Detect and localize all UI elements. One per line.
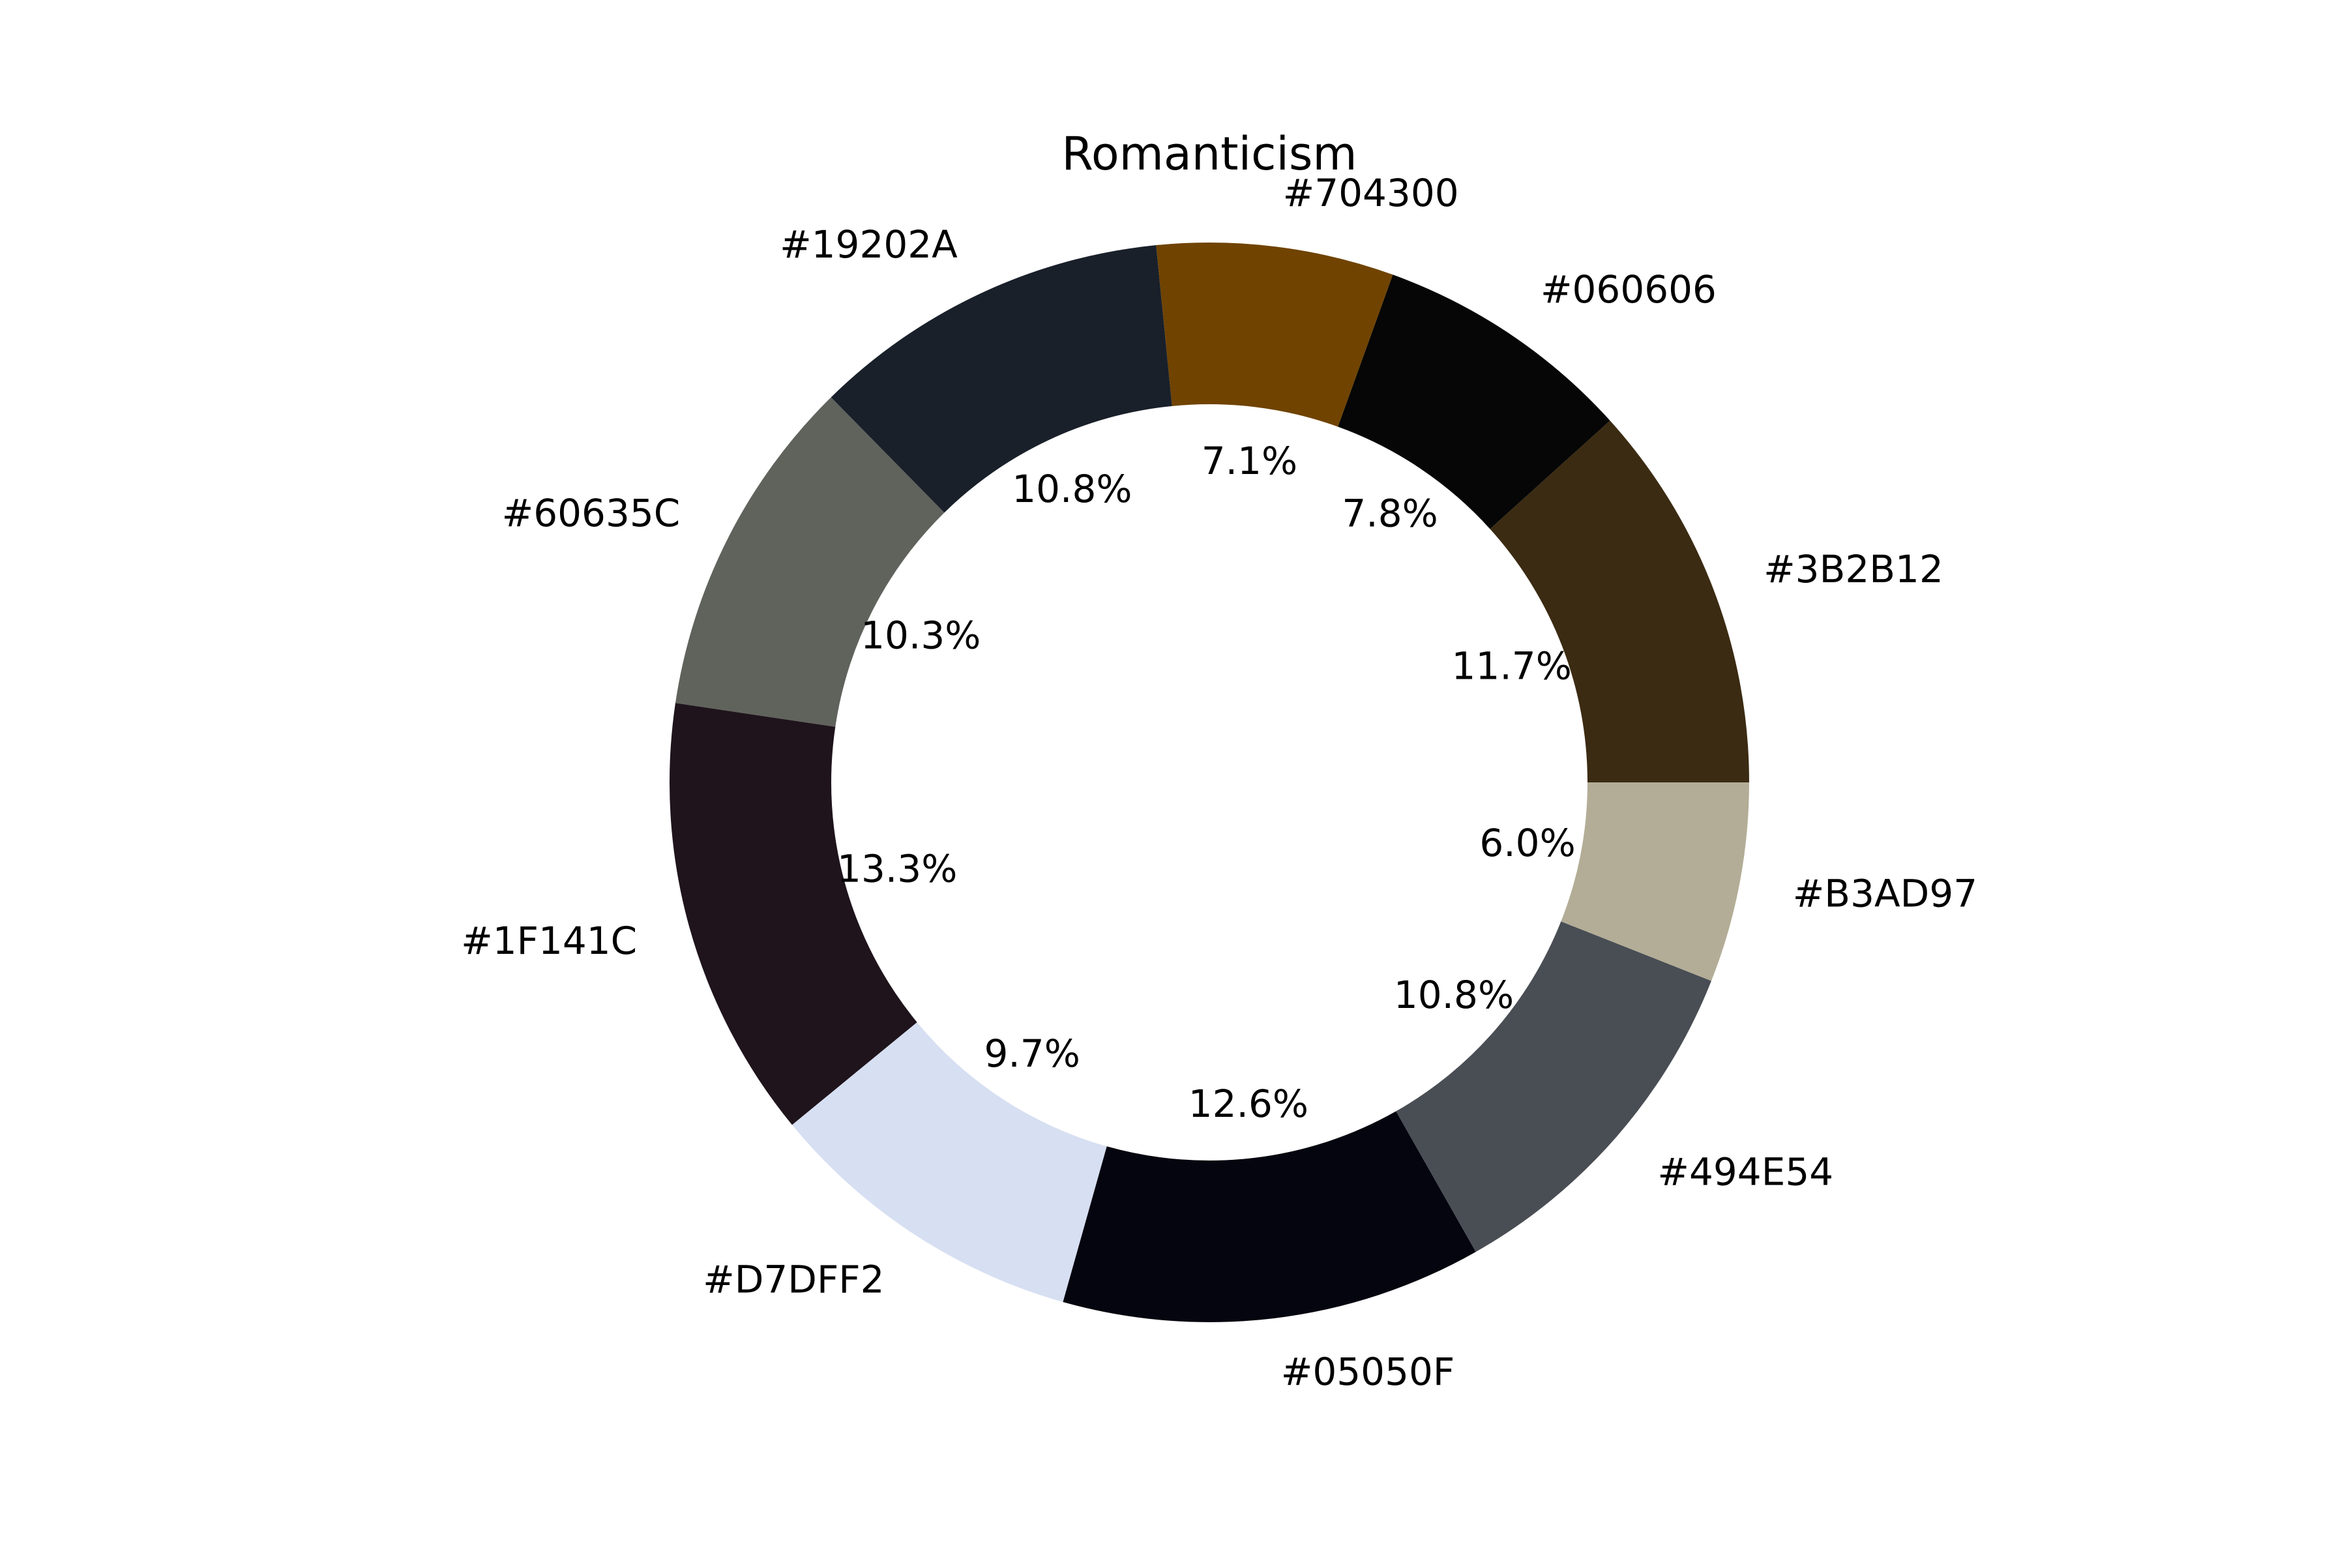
slice-percent-label: 7.8%	[1342, 492, 1438, 536]
slice-labels-group: #3B2B12 #060606 #704300 #19202A #60635C #1F14…	[461, 171, 1977, 1394]
slice-label: #494E54	[1657, 1150, 1833, 1194]
slice-percent-label: 11.7%	[1452, 644, 1572, 688]
slice-percent-label: 12.6%	[1188, 1082, 1308, 1126]
slice-percent-label: 13.3%	[837, 846, 957, 891]
slice-percent-label: 10.8%	[1012, 467, 1132, 511]
slice-label: #1F141C	[461, 919, 637, 963]
donut-slice	[1490, 421, 1749, 782]
donut-slice	[1156, 243, 1393, 427]
slice-label: #B3AD97	[1793, 871, 1977, 915]
slice-percent-label: 7.1%	[1202, 439, 1297, 483]
donut-slice	[670, 703, 917, 1125]
chart-title: Romanticism	[1061, 127, 1357, 181]
slice-label: #060606	[1541, 267, 1717, 312]
slices-group	[670, 243, 1749, 1322]
slice-percent-label: 10.8%	[1394, 973, 1514, 1017]
slice-label: #704300	[1283, 171, 1459, 215]
donut-slice	[675, 397, 945, 727]
slice-label: #60635C	[502, 491, 681, 535]
donut-slice	[831, 245, 1172, 513]
slice-percent-label: 9.7%	[984, 1031, 1080, 1076]
donut-slice	[1338, 274, 1610, 529]
slice-label: #3B2B12	[1764, 547, 1943, 591]
percent-labels-group: 11.7% 7.8% 7.1% 10.8% 10.3% 13.3% 9.7% 12.6% 10.…	[837, 439, 1576, 1126]
slice-label: #19202A	[780, 222, 958, 267]
slice-label: #D7DFF2	[703, 1257, 884, 1301]
donut-slice	[1561, 782, 1749, 981]
slice-percent-label: 6.0%	[1479, 821, 1575, 865]
slice-percent-label: 10.3%	[861, 614, 981, 658]
donut-slice	[791, 1022, 1107, 1302]
donut-slice	[1396, 921, 1711, 1252]
slice-label: #05050F	[1281, 1350, 1454, 1394]
donut-slice	[1063, 1111, 1476, 1322]
